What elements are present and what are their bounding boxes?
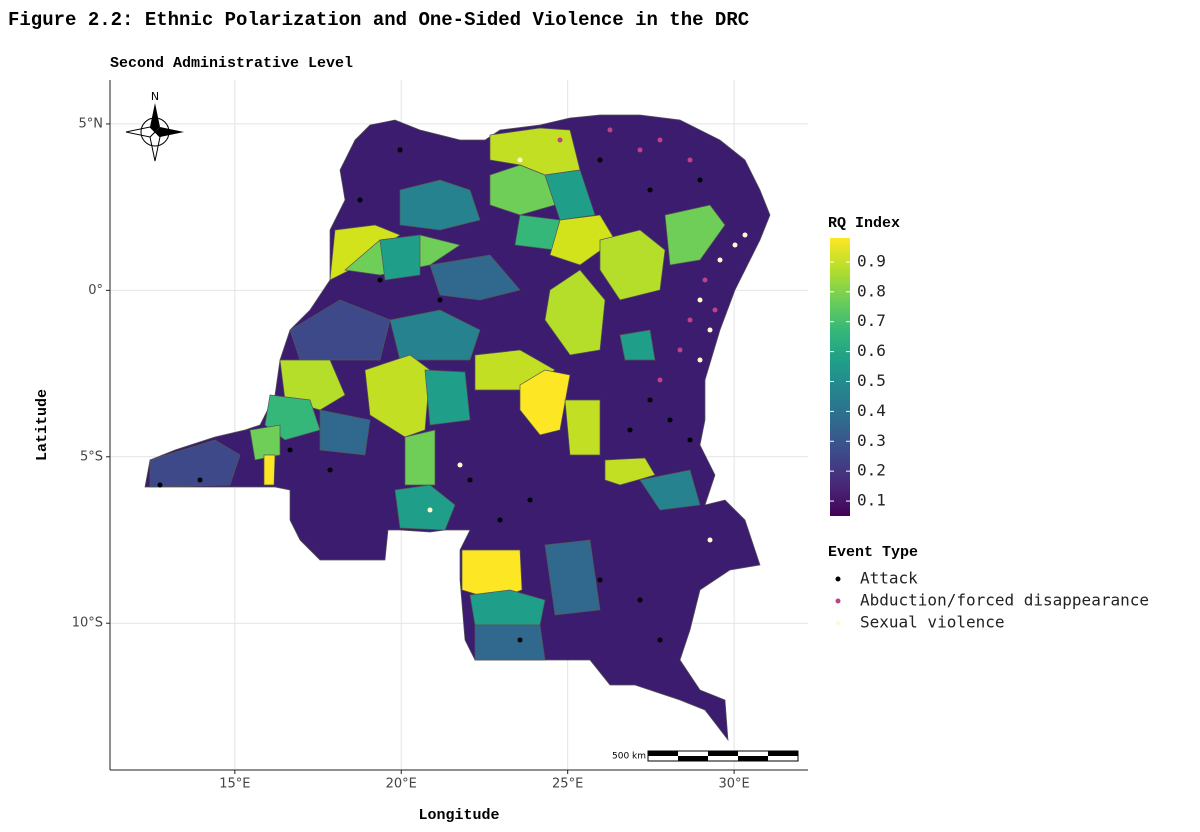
region xyxy=(389,309,481,361)
scale-bar-label: 500 km xyxy=(612,752,646,762)
region xyxy=(429,254,521,301)
colorbar-tick-label: 0.6 xyxy=(857,341,886,360)
y-tick-label: 10°S xyxy=(72,616,103,631)
region xyxy=(549,214,616,266)
y-tick-label: 0° xyxy=(88,283,103,298)
region xyxy=(544,269,606,356)
north-label: N xyxy=(151,90,159,103)
legend-swatch xyxy=(835,598,841,604)
colorbar-tick-label: 0.2 xyxy=(857,461,886,480)
colorbar-tick-label: 0.3 xyxy=(857,431,886,450)
colorbar-tick-label: 0.5 xyxy=(857,371,886,390)
region xyxy=(289,299,391,361)
x-tick-label: 15°E xyxy=(219,777,250,792)
legend-label: Sexual violence xyxy=(860,613,1005,632)
region xyxy=(399,179,481,231)
region xyxy=(599,229,666,301)
region xyxy=(319,409,371,456)
region xyxy=(469,589,546,626)
y-tick-label: 5°N xyxy=(79,116,104,131)
x-axis-label: Longitude xyxy=(418,807,499,824)
region xyxy=(474,624,546,661)
colorbar-tick-label: 0.7 xyxy=(857,311,886,330)
region xyxy=(664,204,726,266)
colorbar-tick-label: 0.9 xyxy=(857,251,886,270)
colorbar-title: RQ Index xyxy=(828,215,900,232)
x-ticks: 15°E 20°E 25°E 30°E xyxy=(219,770,750,792)
map xyxy=(144,114,771,742)
x-tick-label: 30°E xyxy=(718,777,749,792)
region xyxy=(249,424,281,461)
figure-title: Figure 2.2: Ethnic Polarization and One-… xyxy=(8,9,749,31)
region xyxy=(364,354,431,438)
colorbar-tick-label: 0.1 xyxy=(857,491,886,510)
region xyxy=(639,469,701,511)
region xyxy=(149,439,241,488)
legend-swatch xyxy=(835,620,841,626)
region xyxy=(544,539,601,616)
x-tick-label: 20°E xyxy=(386,777,417,792)
region xyxy=(424,369,471,426)
region xyxy=(564,399,601,456)
legend: Attack Abduction/forced disappearance Sexu… xyxy=(835,569,1149,632)
north-arrow: N xyxy=(125,90,184,162)
region xyxy=(263,454,276,486)
subtitle: Second Administrative Level xyxy=(110,55,353,72)
colorbar xyxy=(830,238,850,516)
region xyxy=(604,457,656,486)
region xyxy=(394,484,456,531)
region xyxy=(519,369,571,436)
legend-label: Attack xyxy=(860,569,918,588)
colorbar-tick-label: 0.4 xyxy=(857,401,886,420)
legend-label: Abduction/forced disappearance xyxy=(860,591,1149,610)
region xyxy=(404,429,436,486)
x-tick-label: 25°E xyxy=(552,777,583,792)
colorbar-ticks: 0.1 0.2 0.3 0.4 0.5 0.6 0.7 0.8 0.9 xyxy=(830,251,886,510)
legend-title: Event Type xyxy=(828,544,918,561)
region xyxy=(544,169,596,221)
region xyxy=(279,359,346,411)
event-points xyxy=(157,127,748,643)
region xyxy=(619,329,656,361)
scale-bar: 500 km xyxy=(612,750,799,762)
y-axis-label: Latitude xyxy=(34,389,51,461)
colorbar-tick-label: 0.8 xyxy=(857,281,886,300)
legend-swatch xyxy=(835,576,841,582)
region xyxy=(379,234,421,281)
y-tick-label: 5°S xyxy=(80,449,103,464)
y-ticks: 5°N 0° 5°S 10°S xyxy=(72,116,110,631)
